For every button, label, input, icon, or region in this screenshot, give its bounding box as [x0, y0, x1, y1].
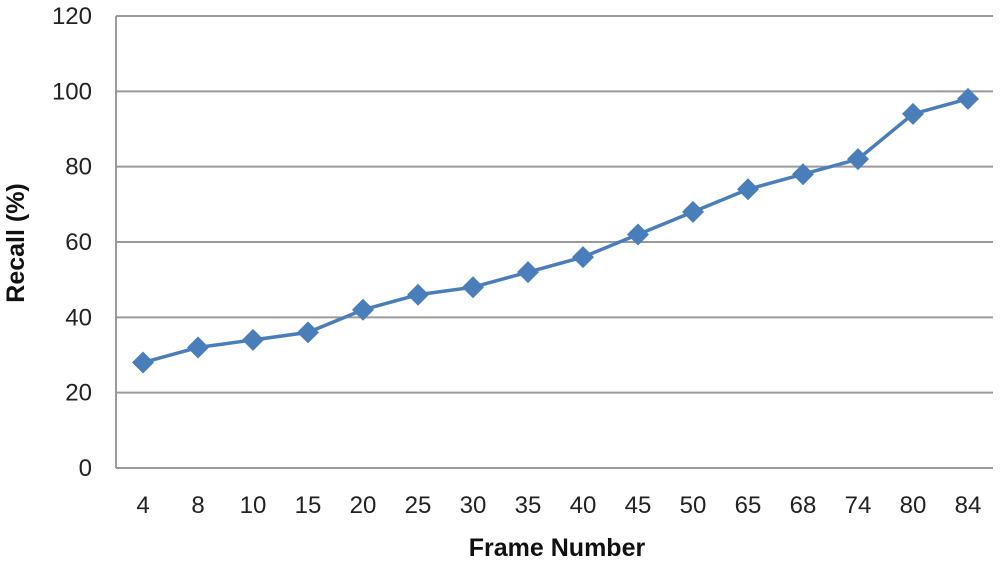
x-tick-label-74: 74 — [845, 492, 872, 519]
series-line-0 — [142, 97, 969, 365]
x-tick-label-15: 15 — [295, 492, 322, 519]
data-point-45 — [627, 223, 649, 246]
axes — [115, 16, 993, 469]
data-point-20 — [352, 298, 374, 321]
x-tick-label-68: 68 — [790, 492, 817, 519]
x-tick-label-65: 65 — [735, 492, 762, 519]
x-tick-label-40: 40 — [570, 492, 597, 519]
data-point-35 — [517, 261, 539, 284]
x-tick-label-8: 8 — [191, 492, 204, 519]
x-tick-label-4: 4 — [136, 492, 149, 519]
y-tick-label-80: 80 — [65, 154, 92, 181]
x-tick-labels: 4 8 10 15 20 25 30 35 40 45 50 65 68 74 80 84 — [136, 492, 981, 519]
data-point-30 — [462, 276, 484, 299]
data-point-10 — [242, 328, 264, 351]
data-point-15 — [297, 321, 319, 344]
x-tick-label-50: 50 — [680, 492, 707, 519]
x-tick-label-80: 80 — [900, 492, 927, 519]
x-tick-label-30: 30 — [460, 492, 487, 519]
x-tick-label-84: 84 — [955, 492, 982, 519]
x-tick-label-20: 20 — [350, 492, 377, 519]
y-tick-label-60: 60 — [65, 229, 92, 256]
data-point-84 — [957, 87, 979, 110]
x-axis-title: Frame Number — [469, 534, 646, 562]
y-tick-label-20: 20 — [65, 380, 92, 407]
y-tick-labels: 0 20 40 60 80 100 120 — [52, 3, 92, 482]
y-tick-label-120: 120 — [52, 3, 92, 30]
y-tick-label-40: 40 — [65, 304, 92, 331]
data-point-80 — [902, 102, 924, 125]
data-point-4 — [132, 351, 154, 374]
series-layer — [132, 87, 979, 374]
y-tick-label-100: 100 — [52, 78, 92, 105]
x-tick-label-35: 35 — [515, 492, 542, 519]
x-tick-label-10: 10 — [240, 492, 267, 519]
data-point-50 — [682, 200, 704, 223]
data-point-68 — [792, 163, 814, 186]
gridlines — [116, 15, 993, 394]
data-point-40 — [572, 246, 594, 269]
x-tick-label-25: 25 — [405, 492, 432, 519]
y-axis-title: Recall (%) — [2, 183, 30, 302]
data-point-8 — [187, 336, 209, 359]
data-point-25 — [407, 283, 429, 306]
y-tick-label-0: 0 — [79, 455, 92, 482]
x-tick-label-45: 45 — [625, 492, 652, 519]
data-point-74 — [847, 148, 869, 171]
data-point-65 — [737, 178, 759, 201]
